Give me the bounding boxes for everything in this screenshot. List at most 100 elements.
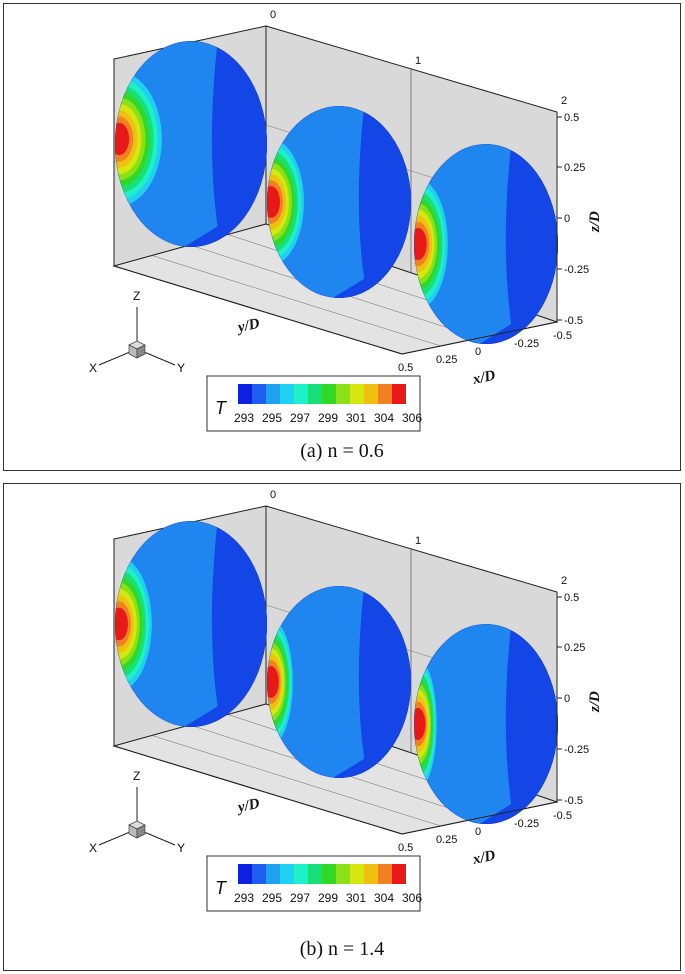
cold-region — [175, 41, 267, 247]
triad-x-label: X — [89, 841, 97, 855]
z-tick-label: -0.5 — [564, 315, 583, 327]
plot-group: 0 1 2 y/D 0.5 0.25 0 -0.25 -0.5 z/D 0.5 0.25 0 -0.25 -… — [89, 489, 603, 912]
legend-title: T — [215, 878, 228, 898]
temperature-band — [115, 122, 130, 156]
slice-3 — [414, 624, 558, 824]
x-tick-label: 0.5 — [398, 362, 413, 374]
z-tick-label: 0 — [564, 693, 570, 705]
z-tick-label: 0.25 — [564, 162, 585, 174]
legend-swatch — [252, 384, 266, 404]
legend-tick-label: 306 — [402, 411, 422, 425]
z-tick-label: 0.5 — [564, 592, 579, 604]
figure-panel-a: 0 1 2 y/D 0.5 0.25 0 -0.25 -0.5 z/D 0.5 0.25 0 -0.25 -… — [3, 3, 681, 471]
triad-cube-right — [136, 824, 146, 839]
box-edge — [113, 265, 403, 355]
cold-region — [175, 521, 267, 727]
legend-swatch — [336, 864, 350, 884]
legend-swatch — [266, 384, 280, 404]
legend-swatch — [308, 384, 322, 404]
legend-swatch — [364, 864, 378, 884]
x-axis-title: x/D — [471, 368, 497, 389]
legend-tick-label: 293 — [234, 891, 254, 905]
slice-2 — [267, 106, 411, 298]
legend-swatch — [280, 384, 294, 404]
x-tick-label: 0 — [475, 826, 481, 838]
legend-title: T — [215, 398, 228, 418]
legend-tick-label: 304 — [374, 891, 394, 905]
cold-region — [471, 624, 558, 824]
triad-y-label: Y — [177, 361, 185, 375]
x-tick-label: 0.5 — [398, 842, 413, 854]
y-tick-label: 0 — [270, 489, 276, 501]
legend-swatch — [294, 384, 308, 404]
box-edge — [401, 801, 558, 835]
temperature-band — [267, 186, 280, 218]
legend-tick-label: 299 — [318, 891, 338, 905]
legend-swatch — [238, 384, 252, 404]
legend-swatch — [336, 384, 350, 404]
legend-swatch — [308, 864, 322, 884]
legend-swatch — [280, 864, 294, 884]
legend-tick-label: 301 — [346, 411, 366, 425]
legend-swatch — [350, 864, 364, 884]
legend: T 293 295 297 299 301 304 306 — [206, 855, 422, 912]
axis-triad: Z X Y — [89, 769, 185, 855]
axis-triad: Z X Y — [89, 289, 185, 375]
legend-swatch — [378, 384, 392, 404]
triad-z-label: Z — [133, 769, 140, 783]
y-tick-label: 1 — [415, 55, 421, 67]
box-edge — [401, 321, 558, 355]
legend-tick-label: 306 — [402, 891, 422, 905]
legend-swatch — [350, 384, 364, 404]
x-tick-label: 0 — [475, 346, 481, 358]
box-edge — [113, 745, 403, 835]
triad-x-label: X — [89, 361, 97, 375]
triad-z-label: Z — [133, 289, 140, 303]
cold-region — [471, 144, 558, 344]
z-tick-label: 0.25 — [564, 642, 585, 654]
legend-tick-label: 297 — [290, 891, 310, 905]
y-tick-label: 0 — [270, 9, 276, 21]
grid-line — [151, 255, 441, 347]
legend-tick-label: 297 — [290, 411, 310, 425]
legend-swatch — [266, 864, 280, 884]
legend-swatch — [294, 864, 308, 884]
y-tick-label: 2 — [561, 575, 567, 587]
grid-line — [151, 735, 441, 827]
legend-swatch — [238, 864, 252, 884]
slice-1 — [115, 521, 267, 727]
legend-tick-label: 304 — [374, 411, 394, 425]
z-tick-label: 0 — [564, 213, 570, 225]
x-tick-label: -0.5 — [553, 330, 572, 342]
y-tick-label: 2 — [561, 95, 567, 107]
z-tick-label: -0.25 — [564, 264, 589, 276]
contour-plot-a: 0 1 2 y/D 0.5 0.25 0 -0.25 -0.5 z/D 0.5 0.25 0 -0.25 -… — [89, 9, 603, 432]
x-axis-title: x/D — [471, 848, 497, 869]
legend-swatch — [364, 384, 378, 404]
slice-3 — [414, 144, 558, 344]
legend-tick-label: 295 — [262, 411, 282, 425]
legend-swatch — [252, 864, 266, 884]
z-axis-title: z/D — [587, 691, 603, 713]
y-axis-title: y/D — [235, 316, 262, 337]
legend-tick-label: 295 — [262, 891, 282, 905]
z-tick-label: -0.5 — [564, 795, 583, 807]
figure-panel-b: 0 1 2 y/D 0.5 0.25 0 -0.25 -0.5 z/D 0.5 0.25 0 -0.25 -… — [3, 483, 681, 971]
legend-swatch — [378, 864, 392, 884]
z-axis-title: z/D — [587, 211, 603, 233]
legend-swatch — [322, 384, 336, 404]
legend-swatch — [392, 864, 406, 884]
cold-region — [324, 586, 411, 778]
legend-tick-label: 293 — [234, 411, 254, 425]
legend-tick-label: 301 — [346, 891, 366, 905]
legend: T 293 295 297 299 301 304 306 — [206, 375, 422, 432]
x-tick-label: 0.25 — [436, 834, 457, 846]
z-tick-label: -0.25 — [564, 744, 589, 756]
x-tick-label: -0.25 — [514, 338, 539, 350]
cold-region — [324, 106, 411, 298]
x-tick-label: -0.25 — [514, 818, 539, 830]
plot-group: 0 1 2 y/D 0.5 0.25 0 -0.25 -0.5 z/D 0.5 0.25 0 -0.25 -… — [89, 9, 603, 432]
temperature-band — [414, 227, 427, 261]
temperature-band — [115, 607, 128, 641]
triad-cube-right — [136, 344, 146, 359]
